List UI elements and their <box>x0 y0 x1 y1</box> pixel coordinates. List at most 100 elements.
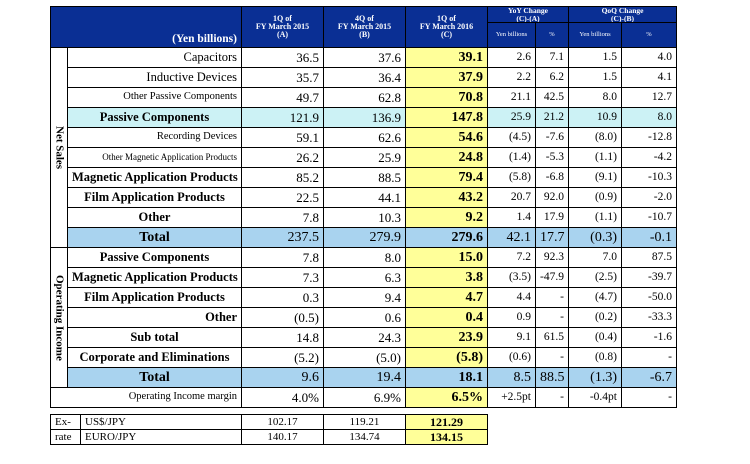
cell-c: 3.8 <box>405 267 488 288</box>
cell-yoy: 1.4 <box>487 207 536 228</box>
cell-a: 35.7 <box>241 67 324 88</box>
cell-yoy: (1.4) <box>487 147 536 168</box>
cell-qoq: (9.1) <box>568 167 622 188</box>
row-label: Film Application Products <box>67 287 242 308</box>
col-b-line3: (B) <box>359 30 370 39</box>
cell-yoy-pct: 88.5 <box>535 367 569 388</box>
row-label: Other Magnetic Application Products <box>67 147 242 168</box>
cell-a: 237.5 <box>241 227 324 248</box>
row-label: Operating Income margin <box>50 387 242 408</box>
cell-a: 59.1 <box>241 127 324 148</box>
table-row: Film Application Products 22.5 44.1 43.2 20.… <box>51 187 678 208</box>
cell-yoy-pct: - <box>535 387 569 408</box>
cell-qoq-pct: 4.1 <box>620 67 678 88</box>
cell-qoq-pct: -33.3 <box>620 307 678 328</box>
cell-c: 4.7 <box>405 287 488 308</box>
cell-qoq-pct: - <box>620 347 678 368</box>
cell-qoq: (0.9) <box>568 187 622 208</box>
cell-yoy-pct: 21.2 <box>535 107 569 128</box>
cell-yoy: 21.1 <box>487 87 536 108</box>
yoy-yen-header: Yen billions <box>487 22 536 48</box>
cell-c: 279.6 <box>405 227 488 248</box>
table-row: Inductive Devices 35.7 36.4 37.9 2.2 6.2 1.5 4.… <box>51 67 678 88</box>
table-row: Other Passive Components 49.7 62.8 70.8 21.1… <box>51 87 678 108</box>
exrate-label-bottom: rate <box>50 429 81 445</box>
cell-qoq: 10.9 <box>568 107 622 128</box>
cell-a: 7.8 <box>241 247 324 268</box>
cell-qoq: 1.5 <box>568 47 622 68</box>
cell-a: 0.3 <box>241 287 324 308</box>
cell-b: 62.8 <box>323 87 406 108</box>
cell-c: 54.6 <box>405 127 488 148</box>
col-c-line1: 1Q of <box>437 14 456 23</box>
cell-yoy: 0.9 <box>487 307 536 328</box>
cell-b: 0.6 <box>323 307 406 328</box>
table-row: Total 237.5 279.9 279.6 42.1 17.7 (0.3) -0.1 <box>51 227 678 248</box>
cell-qoq-pct: -4.2 <box>620 147 678 168</box>
section-label: Operating Income <box>50 247 68 388</box>
cell-yoy-pct: 92.3 <box>535 247 569 268</box>
row-label: Other <box>67 307 242 328</box>
cell-b: (5.0) <box>323 347 406 368</box>
cell-qoq-pct: 12.7 <box>620 87 678 108</box>
cell-c: 9.2 <box>405 207 488 228</box>
cell-yoy: 42.1 <box>487 227 536 248</box>
operating-income-section: Operating Income Passive Components 7.8 8.0… <box>50 247 678 388</box>
exrate-name: EURO/JPY <box>80 429 242 445</box>
cell-yoy-pct: - <box>535 347 569 368</box>
cell-qoq-pct: 8.0 <box>620 107 678 128</box>
yoy-pct-header: % <box>535 22 569 48</box>
cell-qoq: (1.1) <box>568 207 622 228</box>
cell-qoq: (8.0) <box>568 127 622 148</box>
cell-qoq: 8.0 <box>568 87 622 108</box>
cell-a: 22.5 <box>241 187 324 208</box>
col-c-line2: FY March 2016 <box>419 22 474 31</box>
cell-qoq-pct: -6.7 <box>620 367 678 388</box>
cell-c: 23.9 <box>405 327 488 348</box>
cell-qoq: -0.4pt <box>568 387 622 408</box>
cell-c: 15.0 <box>405 247 488 268</box>
cell-qoq-pct: - <box>620 387 678 408</box>
table-row: Sub total 14.8 24.3 23.9 9.1 61.5 (0.4) -1.6 <box>51 327 678 348</box>
row-label: Film Application Products <box>67 187 242 208</box>
cell-b: 88.5 <box>323 167 406 188</box>
cell-a: 121.9 <box>241 107 324 128</box>
cell-qoq: (0.4) <box>568 327 622 348</box>
cell-yoy: (5.8) <box>487 167 536 188</box>
cell-a: 4.0% <box>241 387 324 408</box>
cell-qoq-pct: -1.6 <box>620 327 678 348</box>
cell-yoy-pct: 17.9 <box>535 207 569 228</box>
qoq-line2: (C)-(B) <box>611 13 634 23</box>
cell-c: 79.4 <box>405 167 488 188</box>
row-label: Total <box>67 227 242 248</box>
cell-qoq-pct: -10.7 <box>620 207 678 228</box>
cell-yoy: 9.1 <box>487 327 536 348</box>
cell-b: 25.9 <box>323 147 406 168</box>
cell-a: 26.2 <box>241 147 324 168</box>
cell-qoq-pct: -50.0 <box>620 287 678 308</box>
header-row: (Yen billions) 1Q of FY March 2015 (A) 4… <box>50 6 678 48</box>
table-row: Other (0.5) 0.6 0.4 0.9- (0.2) -33.3 <box>51 307 678 328</box>
cell-qoq: (1.1) <box>568 147 622 168</box>
cell-a: 36.5 <box>241 47 324 68</box>
col-c-line3: (C) <box>440 30 453 39</box>
qoq-header: QoQ Change (C)-(B) <box>567 6 678 23</box>
cell-yoy-pct: 61.5 <box>535 327 569 348</box>
cell-qoq: (0.8) <box>568 347 622 368</box>
row-label: Recording Devices <box>67 127 242 148</box>
col-a-line3: (A) <box>276 30 289 39</box>
row-label: Sub total <box>67 327 242 348</box>
cell-c: 18.1 <box>405 367 488 388</box>
cell-b: 6.9% <box>323 387 406 408</box>
exrate-name: US$/JPY <box>80 414 242 430</box>
table-row: Magnetic Application Products 7.3 6.3 3.8 (3… <box>51 267 678 288</box>
financial-summary: (Yen billions) 1Q of FY March 2015 (A) 4… <box>50 6 678 445</box>
cell-c: 37.9 <box>405 67 488 88</box>
cell-yoy-pct: 42.5 <box>535 87 569 108</box>
cell-c: 39.1 <box>405 47 488 68</box>
col-a-header: 1Q of FY March 2015 (A) <box>241 6 324 48</box>
table-row: Recording Devices 59.1 62.6 54.6 (4.5) -7.6 (8… <box>51 127 678 148</box>
cell-yoy: 2.2 <box>487 67 536 88</box>
cell-yoy-pct: -47.9 <box>535 267 569 288</box>
exrate-b: 134.74 <box>323 429 406 445</box>
